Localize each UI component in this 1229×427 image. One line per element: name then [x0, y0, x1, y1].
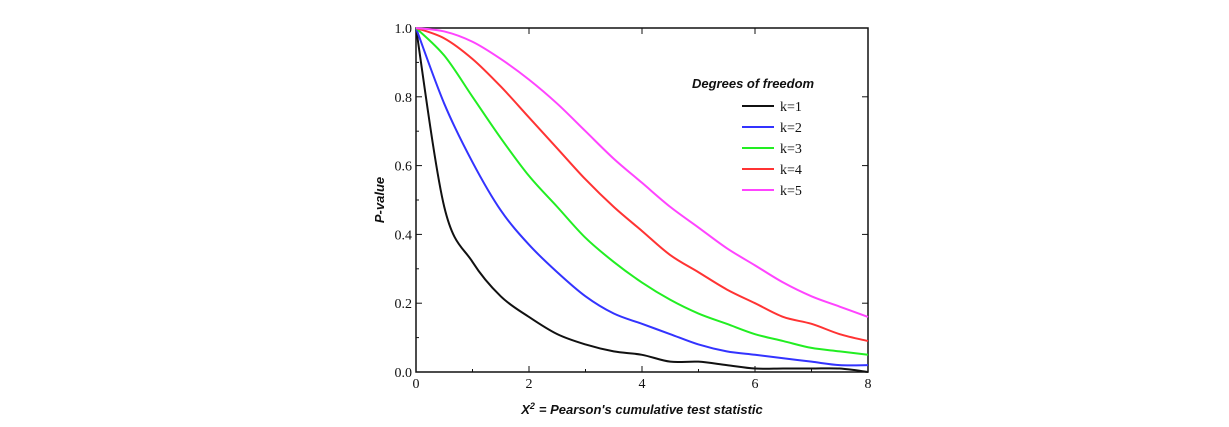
series-line-k1 [415, 27, 869, 373]
x-axis-ticks: 0 2 4 6 8 [413, 28, 872, 392]
legend-label: k=3 [780, 142, 802, 157]
x-axis-label: = Pearson's cumulative test statistic [539, 402, 764, 417]
series-line-k2 [415, 27, 869, 367]
series-line-k3 [415, 27, 869, 356]
y-tick-label: 0.8 [395, 91, 413, 106]
x-tick-label: 2 [526, 377, 533, 392]
legend: k=1 k=2 k=3 k=4 k=5 [742, 100, 802, 199]
y-tick-label: 0.4 [395, 228, 413, 243]
series-lines [415, 27, 869, 373]
x-tick-label: 4 [639, 377, 646, 392]
x-axis-title: X2 = Pearson's cumulative test statistic [520, 401, 763, 417]
y-tick-label: 0.2 [395, 297, 413, 312]
x-axis-superscript: 2 [529, 401, 535, 411]
y-tick-label: 1.0 [395, 22, 413, 37]
legend-label: k=1 [780, 100, 802, 115]
series-line-k4 [415, 27, 869, 343]
series-line-k5 [415, 27, 869, 318]
legend-label: k=5 [780, 184, 802, 199]
y-tick-label: 0.6 [395, 160, 413, 175]
x-tick-label: 6 [752, 377, 759, 392]
legend-label: k=2 [780, 121, 802, 136]
x-tick-label: 8 [865, 377, 872, 392]
y-tick-label: 0.0 [395, 366, 413, 381]
legend-title: Degrees of freedom [692, 76, 815, 91]
x-axis-symbol: X [520, 402, 531, 417]
legend-label: k=4 [780, 163, 802, 178]
y-axis-ticks: 0.0 0.2 0.4 0.6 0.8 1.0 [395, 22, 868, 381]
y-axis-title: P-value [372, 177, 387, 223]
x-tick-label: 0 [413, 377, 420, 392]
